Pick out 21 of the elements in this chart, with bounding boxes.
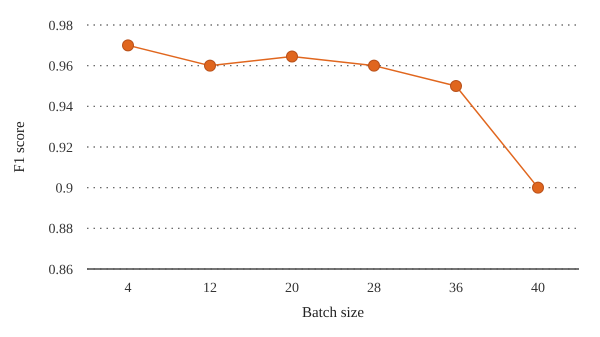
y-axis-title: F1 score	[12, 121, 28, 173]
y-tick-label: 0.9	[56, 182, 73, 197]
x-tick-label: 20	[285, 281, 299, 296]
x-tick-label: 36	[449, 281, 463, 296]
y-tick-label: 0.88	[48, 222, 73, 238]
y-tick-label: 0.98	[48, 18, 73, 34]
x-tick-label: 40	[531, 281, 545, 296]
y-tick-label: 0.96	[48, 60, 73, 75]
point	[532, 182, 544, 194]
x-tick-label: 28	[367, 281, 381, 296]
y-tick-label: 0.92	[48, 140, 73, 156]
point	[450, 80, 462, 92]
point	[368, 60, 380, 72]
point	[122, 39, 134, 52]
x-axis-title: Batch size	[302, 305, 364, 321]
point	[286, 50, 298, 63]
x-tick-label: 4	[124, 281, 132, 296]
x-tick-label: 12	[203, 281, 217, 296]
y-tick-label: 0.86	[48, 262, 73, 278]
point	[204, 60, 216, 72]
y-tick-label: 0.94	[48, 100, 73, 116]
